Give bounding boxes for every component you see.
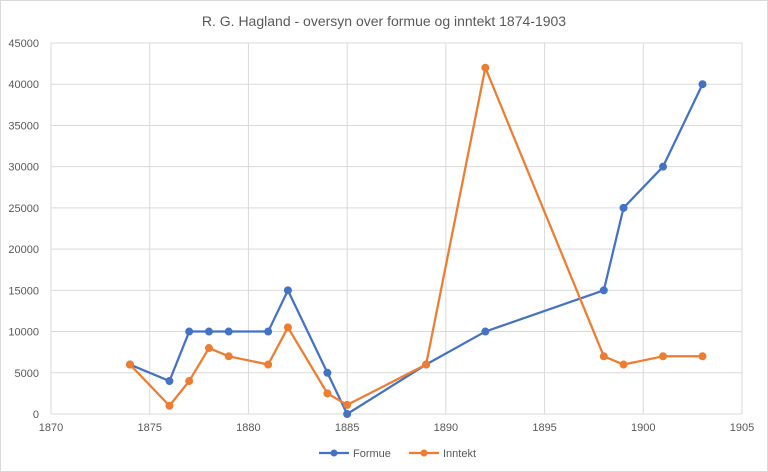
series-layer bbox=[125, 63, 707, 418]
data-point-inntekt bbox=[224, 352, 233, 361]
y-tick-label: 30000 bbox=[8, 162, 39, 174]
data-point-formue bbox=[204, 327, 213, 336]
legend-marker bbox=[330, 449, 338, 457]
legend-item-formue: Formue bbox=[319, 448, 391, 460]
data-point-formue bbox=[185, 327, 194, 336]
data-point-formue bbox=[659, 162, 668, 171]
data-point-inntekt bbox=[264, 360, 273, 369]
legend-item-inntekt: Inntekt bbox=[409, 448, 476, 460]
chart-title: R. G. Hagland - oversyn over formue og i… bbox=[202, 13, 566, 29]
y-tick-label: 5000 bbox=[15, 368, 39, 380]
data-point-formue bbox=[698, 80, 707, 89]
data-point-inntekt bbox=[165, 401, 174, 410]
data-point-inntekt bbox=[283, 323, 292, 332]
y-tick-label: 15000 bbox=[8, 285, 39, 297]
data-point-formue bbox=[599, 286, 608, 295]
data-point-inntekt bbox=[599, 352, 608, 361]
data-point-inntekt bbox=[343, 400, 352, 409]
data-point-formue bbox=[481, 327, 490, 336]
data-point-formue bbox=[165, 377, 174, 386]
x-tick-label: 1870 bbox=[39, 422, 63, 434]
data-point-formue bbox=[224, 327, 233, 336]
data-point-inntekt bbox=[659, 352, 668, 361]
data-point-inntekt bbox=[698, 352, 707, 361]
data-point-formue bbox=[283, 286, 292, 295]
data-point-inntekt bbox=[185, 377, 194, 386]
y-tick-label: 20000 bbox=[8, 244, 39, 256]
x-tick-label: 1875 bbox=[137, 422, 161, 434]
y-tick-label: 25000 bbox=[8, 203, 39, 215]
y-tick-label: 10000 bbox=[8, 327, 39, 339]
x-tick-label: 1880 bbox=[236, 422, 260, 434]
data-point-inntekt bbox=[125, 360, 134, 369]
series-inntekt bbox=[125, 63, 707, 410]
data-point-formue bbox=[264, 327, 273, 336]
legend-marker bbox=[420, 449, 428, 457]
y-tick-label: 45000 bbox=[8, 38, 39, 50]
x-tick-label: 1885 bbox=[335, 422, 359, 434]
x-tick-label: 1900 bbox=[631, 422, 655, 434]
x-tick-label: 1890 bbox=[434, 422, 458, 434]
data-point-formue bbox=[343, 410, 352, 418]
legend-label: Formue bbox=[353, 448, 391, 460]
data-point-inntekt bbox=[422, 360, 431, 369]
y-tick-label: 40000 bbox=[8, 79, 39, 91]
data-point-inntekt bbox=[204, 344, 213, 353]
data-point-formue bbox=[323, 368, 332, 377]
legend: Formue Inntekt bbox=[319, 448, 476, 460]
x-tick-label: 1895 bbox=[532, 422, 556, 434]
y-tick-label: 0 bbox=[33, 409, 39, 421]
grid-lines bbox=[50, 42, 743, 415]
data-point-formue bbox=[619, 203, 628, 212]
x-tick-label: 1905 bbox=[730, 422, 754, 434]
legend-label: Inntekt bbox=[443, 448, 476, 460]
data-point-inntekt bbox=[481, 63, 490, 72]
data-point-inntekt bbox=[619, 360, 628, 369]
y-tick-label: 35000 bbox=[8, 120, 39, 132]
data-point-inntekt bbox=[323, 389, 332, 398]
axes: 0 5000 10000 15000 20000 25000 30000 35000 40000… bbox=[8, 38, 754, 434]
